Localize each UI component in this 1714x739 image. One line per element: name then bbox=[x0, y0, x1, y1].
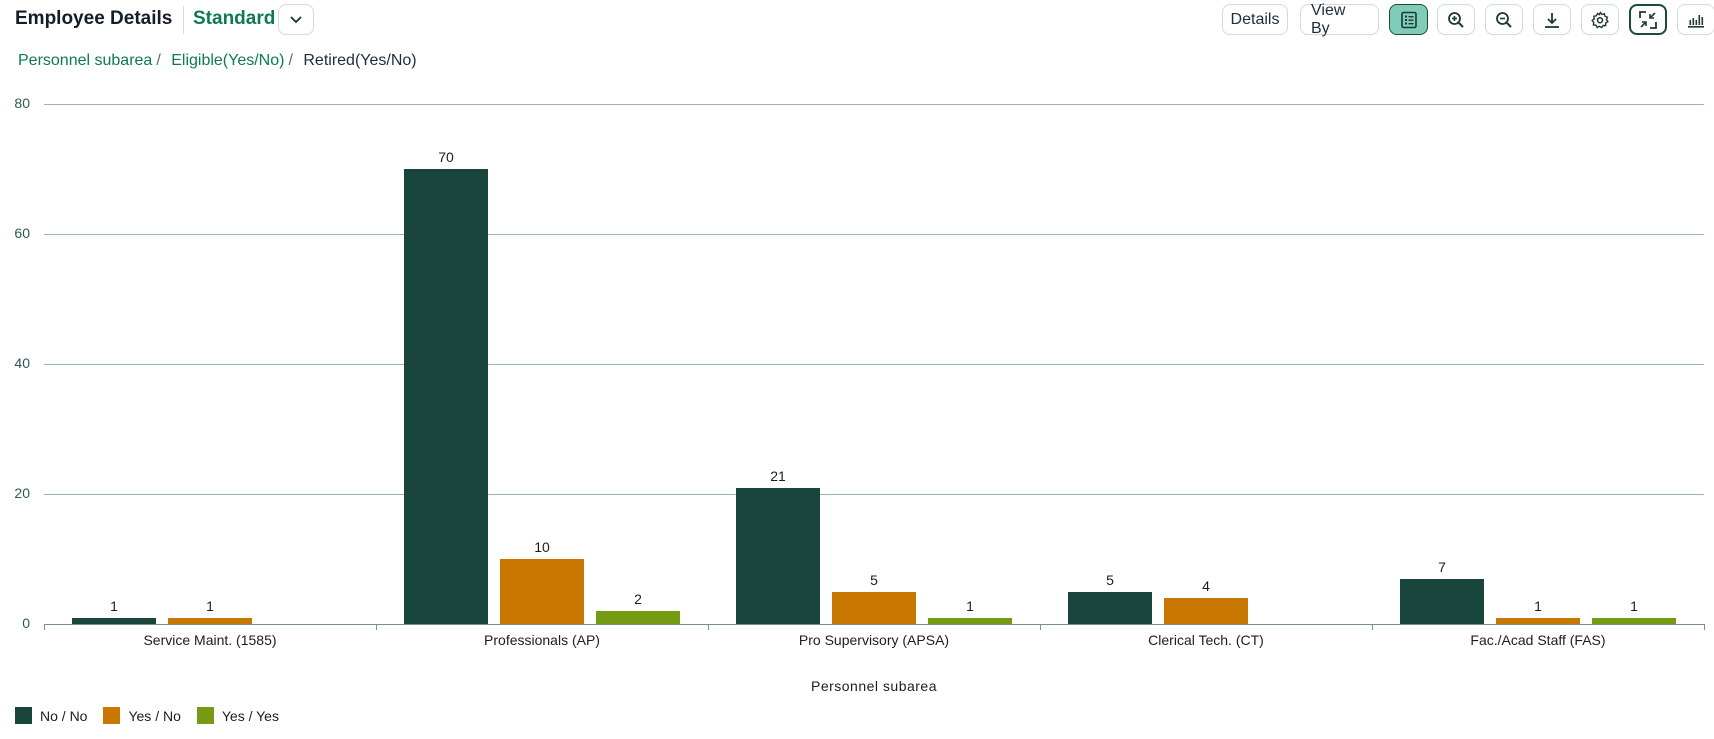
legend-item[interactable]: Yes / Yes bbox=[196, 707, 279, 724]
bar-yes-no[interactable] bbox=[168, 617, 252, 624]
x-axis-title: Personnel subarea bbox=[810, 678, 938, 694]
bar-value-label: 5 bbox=[1106, 571, 1114, 588]
x-axis-line bbox=[44, 624, 1704, 625]
title-divider bbox=[183, 6, 184, 34]
bar-value-label: 1 bbox=[966, 597, 974, 614]
variant-name[interactable]: Standard bbox=[193, 8, 276, 29]
bar-value-label: 21 bbox=[770, 467, 786, 484]
x-tick bbox=[1040, 624, 1041, 630]
legend-swatch bbox=[15, 707, 32, 724]
bar-no-no[interactable] bbox=[404, 169, 488, 624]
zoom-in-button[interactable] bbox=[1437, 4, 1475, 35]
grid-line bbox=[44, 104, 1704, 105]
list-table-icon bbox=[1400, 11, 1417, 28]
download-button[interactable] bbox=[1533, 4, 1571, 35]
grid-line bbox=[44, 494, 1704, 495]
chevron-down-icon bbox=[290, 15, 302, 23]
y-tick-label: 0 bbox=[22, 615, 30, 631]
bar-no-no[interactable] bbox=[1400, 578, 1484, 624]
bar-yes-no[interactable] bbox=[1496, 617, 1580, 624]
category-label: Clerical Tech. (CT) bbox=[1148, 632, 1264, 648]
variant-dropdown-button[interactable] bbox=[278, 4, 314, 35]
grid-line bbox=[44, 234, 1704, 235]
x-tick bbox=[1372, 624, 1373, 630]
breadcrumb-separator: / bbox=[156, 52, 161, 69]
y-tick-label: 40 bbox=[14, 355, 30, 371]
legend-swatch bbox=[196, 707, 214, 724]
table-view-toggle-button[interactable] bbox=[1389, 4, 1428, 35]
chart-type-button[interactable] bbox=[1677, 4, 1714, 35]
exit-fullscreen-icon bbox=[1639, 10, 1657, 29]
legend-swatch bbox=[103, 707, 121, 724]
y-tick-label: 80 bbox=[14, 95, 30, 111]
legend-item[interactable]: Yes / No bbox=[103, 707, 181, 724]
details-button[interactable]: Details bbox=[1222, 4, 1288, 35]
bar-value-label: 5 bbox=[870, 571, 878, 588]
header-bar: Employee Details Standard Details View B… bbox=[0, 0, 1714, 40]
legend-item[interactable]: No / No bbox=[15, 707, 87, 724]
bar-no-no[interactable] bbox=[736, 487, 820, 624]
chart-legend: No / No Yes / No Yes / Yes bbox=[15, 707, 295, 724]
breadcrumb-personnel-subarea[interactable]: Personnel subarea bbox=[18, 52, 153, 69]
bar-yes-no[interactable] bbox=[500, 559, 584, 624]
category-label: Professionals (AP) bbox=[484, 632, 600, 648]
bar-yes-no[interactable] bbox=[1164, 598, 1248, 624]
bar-chart: 0 20 40 60 80 1 1 70 10 2 21 5 1 5 4 7 1 1 Service Maint… bbox=[0, 90, 1714, 739]
settings-button[interactable] bbox=[1581, 4, 1619, 35]
y-tick-label: 60 bbox=[14, 225, 30, 241]
bar-value-label: 2 bbox=[634, 591, 642, 607]
legend-label: Yes / Yes bbox=[221, 707, 279, 724]
y-tick-label: 20 bbox=[14, 485, 30, 501]
bar-value-label: 1 bbox=[1630, 597, 1638, 614]
category-label: Pro Supervisory (APSA) bbox=[798, 632, 950, 648]
bar-value-label: 10 bbox=[534, 539, 550, 555]
bar-value-label: 7 bbox=[1438, 558, 1446, 575]
exit-fullscreen-button[interactable] bbox=[1629, 4, 1667, 35]
x-tick bbox=[1704, 624, 1705, 630]
x-tick bbox=[376, 624, 377, 630]
bar-yes-yes[interactable] bbox=[596, 611, 680, 624]
bar-value-label: 1 bbox=[1534, 597, 1542, 614]
zoom-out-button[interactable] bbox=[1485, 4, 1523, 35]
category-label: Service Maint. (1585) bbox=[143, 632, 277, 648]
legend-label: No / No bbox=[40, 707, 88, 724]
view-by-button[interactable]: View By bbox=[1300, 2, 1379, 37]
bar-yes-yes[interactable] bbox=[928, 617, 1012, 624]
x-tick bbox=[708, 624, 709, 630]
x-tick bbox=[44, 624, 45, 630]
legend-label: Yes / No bbox=[128, 707, 181, 724]
grid-line bbox=[44, 364, 1704, 365]
bar-yes-no[interactable] bbox=[832, 591, 916, 624]
bar-value-label: 70 bbox=[438, 149, 454, 165]
category-label: Fac./Acad Staff (FAS) bbox=[1470, 632, 1606, 648]
zoom-in-icon bbox=[1448, 11, 1464, 28]
settings-gear-icon bbox=[1591, 10, 1609, 29]
breadcrumb: Personnel subarea / Eligible(Yes/No) / Ret… bbox=[18, 52, 417, 70]
zoom-out-icon bbox=[1496, 11, 1512, 28]
breadcrumb-eligible[interactable]: Eligible(Yes/No) bbox=[171, 52, 285, 69]
bar-value-label: 1 bbox=[110, 597, 118, 614]
bar-no-no[interactable] bbox=[1068, 591, 1152, 624]
bar-chart-icon bbox=[1688, 14, 1704, 28]
download-icon bbox=[1545, 12, 1559, 28]
breadcrumb-separator: / bbox=[288, 52, 293, 69]
bar-value-label: 4 bbox=[1202, 578, 1210, 594]
bar-no-no[interactable] bbox=[72, 617, 156, 624]
bar-yes-yes[interactable] bbox=[1592, 617, 1676, 624]
bar-value-label: 1 bbox=[206, 597, 214, 614]
page-title: Employee Details bbox=[15, 8, 173, 29]
breadcrumb-retired: Retired(Yes/No) bbox=[303, 52, 417, 69]
